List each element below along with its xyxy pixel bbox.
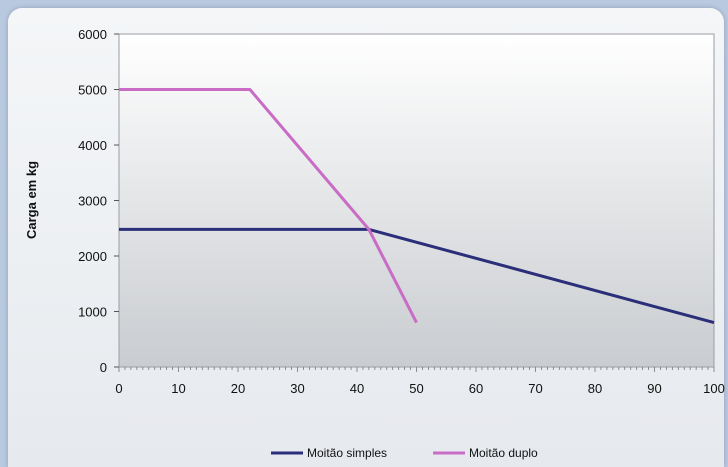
x-tick-label: 60	[469, 381, 483, 396]
y-tick-label: 3000	[78, 194, 107, 209]
y-tick-label: 0	[100, 360, 107, 375]
y-tick-label: 5000	[78, 83, 107, 98]
x-tick-label: 90	[647, 381, 661, 396]
y-tick-label: 4000	[78, 138, 107, 153]
series-line-1	[119, 88, 418, 324]
x-tick-label: 0	[115, 381, 122, 396]
x-tick-label: 30	[290, 381, 304, 396]
x-tick-label: 100	[703, 381, 725, 396]
x-tick-label: 10	[171, 381, 185, 396]
y-tick-label: 2000	[78, 249, 107, 264]
x-tick-label: 70	[528, 381, 542, 396]
legend-label-0: Moitão simples	[307, 446, 387, 460]
x-tick-label: 50	[409, 381, 423, 396]
plot-area	[118, 33, 715, 368]
x-tick-label: 80	[588, 381, 602, 396]
y-axis-label: Carga em kg	[24, 161, 39, 239]
legend-label-1: Moitão duplo	[469, 446, 538, 460]
x-tick-label: 40	[350, 381, 364, 396]
y-tick-label: 6000	[78, 27, 107, 42]
y-tick-label: 1000	[78, 305, 107, 320]
x-tick-label: 20	[231, 381, 245, 396]
